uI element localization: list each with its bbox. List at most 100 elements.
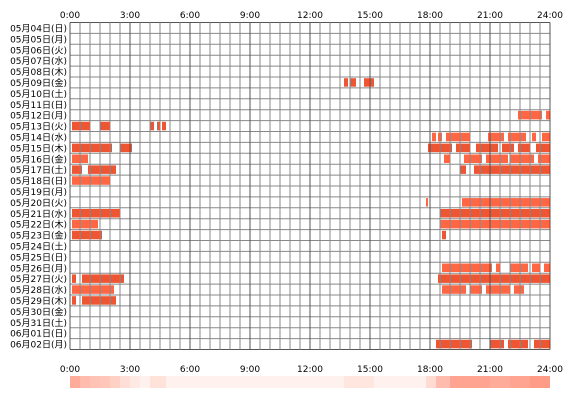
row-label: 06月01日(日): [10, 329, 67, 340]
activity-segment: [440, 209, 550, 218]
activity-segment: [446, 132, 470, 142]
activity-segment: [72, 219, 98, 229]
activity-segment: [72, 165, 82, 174]
x-tick-label: 6:00: [180, 11, 200, 21]
activity-segment: [510, 263, 528, 272]
row-label: 05月19日(月): [10, 187, 67, 198]
y-axis-row-labels: 05月04日(日)05月05日(月)05月06日(火)05月07日(水)05月0…: [10, 23, 67, 350]
row-label: 05月04日(日): [10, 23, 67, 34]
activity-segment: [344, 78, 348, 87]
row-label: 05月18日(日): [10, 176, 67, 187]
activity-segment: [436, 339, 472, 349]
activity-segment: [442, 230, 446, 240]
activity-segment: [426, 198, 428, 207]
summary-strip-bin: [150, 376, 166, 388]
activity-segment: [534, 339, 550, 349]
activity-segment: [470, 285, 482, 294]
row-label: 05月15日(木): [10, 142, 67, 154]
summary-strip-bin: [130, 376, 140, 388]
summary-strip-bin: [344, 376, 374, 388]
x-tick-label-bottom: 24:00: [537, 365, 563, 375]
x-tick-label-bottom: 6:00: [180, 365, 200, 375]
x-tick-label: 18:00: [417, 11, 443, 21]
x-tick-label-bottom: 0:00: [60, 365, 80, 375]
activity-segment: [514, 285, 524, 294]
activity-segment: [350, 78, 356, 87]
x-tick-label-bottom: 15:00: [357, 365, 383, 375]
activity-segment: [544, 263, 550, 272]
x-tick-label-bottom: 21:00: [477, 365, 503, 375]
row-label: 05月06日(火): [10, 45, 67, 56]
activity-segment: [442, 263, 492, 272]
activity-segment: [438, 274, 550, 283]
summary-strip-bin: [80, 376, 90, 388]
activity-segment: [464, 154, 482, 163]
activity-segment: [502, 143, 514, 153]
activity-segment: [100, 121, 110, 131]
x-tick-label: 0:00: [60, 11, 80, 21]
activity-segment: [460, 165, 466, 174]
x-tick-label: 9:00: [240, 11, 260, 21]
row-label: 05月10日(土): [10, 88, 67, 100]
activity-segment: [72, 285, 114, 294]
activity-segment: [490, 339, 504, 349]
summary-strip-background: [70, 376, 550, 388]
activity-segment: [542, 132, 550, 142]
activity-segment: [486, 285, 510, 294]
row-label: 05月07日(水): [10, 55, 67, 67]
summary-strip-bin: [120, 376, 130, 388]
activity-segment: [532, 263, 540, 272]
activity-segment: [538, 154, 550, 163]
row-label: 05月22日(木): [10, 219, 67, 231]
summary-strip-bin: [450, 376, 470, 388]
activity-segment: [456, 143, 470, 153]
row-label: 05月28日(水): [10, 284, 67, 296]
activity-segment: [440, 219, 550, 229]
activity-segment: [462, 198, 550, 207]
row-label: 05月08日(木): [10, 66, 67, 78]
activity-segment: [486, 154, 508, 163]
activity-segment: [82, 296, 116, 305]
row-label: 05月27日(火): [10, 274, 67, 285]
summary-strip-bin: [470, 376, 490, 388]
row-label: 05月11日(日): [10, 100, 67, 111]
activity-segment: [72, 230, 102, 240]
x-tick-label-bottom: 18:00: [417, 365, 443, 375]
activity-segment: [162, 121, 166, 131]
summary-strip-bin: [530, 376, 550, 388]
row-label: 05月29日(木): [10, 295, 67, 307]
activity-segment: [496, 263, 500, 272]
grid-lines: [69, 22, 551, 350]
activity-segment: [82, 274, 124, 283]
row-label: 05月12日(月): [10, 111, 67, 122]
activity-segment: [532, 132, 536, 142]
activity-segment: [157, 121, 160, 131]
activity-segment: [444, 154, 450, 163]
activity-segment: [88, 165, 116, 174]
summary-strip-bin: [70, 376, 80, 388]
activity-segment: [432, 132, 436, 142]
activity-segment: [488, 132, 504, 142]
activity-segment: [508, 132, 526, 142]
row-label: 05月13日(火): [10, 122, 67, 133]
activity-segment: [476, 143, 498, 153]
activity-segment: [518, 143, 530, 153]
activity-segment: [510, 154, 534, 163]
summary-strip-bin: [110, 376, 120, 388]
row-label: 05月24日(土): [10, 240, 67, 252]
row-label: 05月21日(水): [10, 208, 67, 220]
summary-strip-bin: [436, 376, 450, 388]
row-label: 05月09日(金): [10, 77, 67, 89]
row-label: 05月31日(土): [10, 317, 67, 329]
activity-segment: [536, 143, 550, 153]
activity-segment: [546, 110, 550, 120]
row-label: 05月05日(月): [10, 34, 67, 45]
x-tick-label-bottom: 9:00: [240, 365, 260, 375]
activity-segment: [442, 285, 466, 294]
summary-strip-bin: [100, 376, 110, 388]
summary-strip-bin: [90, 376, 100, 388]
summary-strip-bin: [510, 376, 530, 388]
activity-segment: [364, 78, 374, 87]
x-tick-label: 24:00: [537, 11, 563, 21]
